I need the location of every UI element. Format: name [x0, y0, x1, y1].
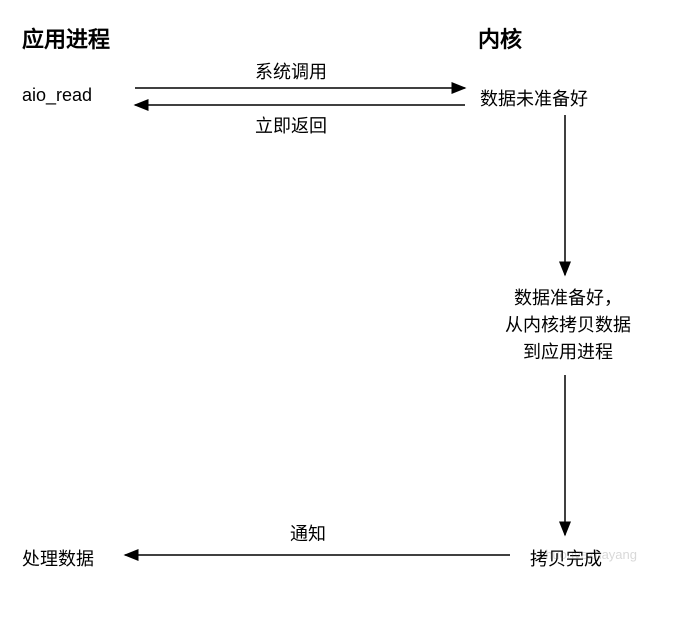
diagram-arrows [0, 0, 677, 617]
